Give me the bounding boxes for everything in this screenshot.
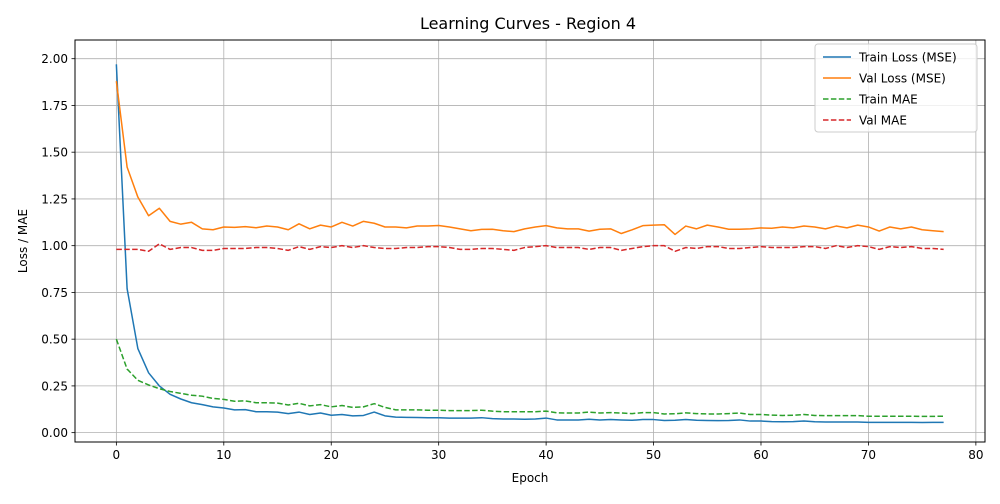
axis-ticks: 0 10 20 30 40 50 60 70 80 0.00 0.25 0.50 0.75 1.00 1.2… (41, 52, 983, 462)
legend-label: Val Loss (MSE) (859, 72, 946, 86)
x-tick-label: 40 (538, 448, 553, 462)
y-tick-label: 0.00 (41, 426, 68, 440)
legend: Train Loss (MSE) Val Loss (MSE) Train MAE V… (814, 43, 978, 133)
chart-title: Learning Curves - Region 4 (420, 14, 636, 33)
plot-frame (74, 39, 986, 443)
val-mae-line (116, 243, 944, 253)
val-loss-mse-line (115, 81, 944, 236)
y-tick-label: 0.75 (41, 286, 68, 300)
x-tick-label: 20 (324, 448, 339, 462)
x-tick-label: 50 (646, 448, 661, 462)
y-tick-label: 1.75 (41, 99, 68, 113)
x-tick-label: 70 (861, 448, 876, 462)
y-tick-label: 1.00 (41, 239, 68, 253)
y-tick-label: 1.50 (41, 146, 68, 160)
x-tick-label: 30 (431, 448, 446, 462)
x-tick-label: 80 (968, 448, 983, 462)
legend-label: Val MAE (859, 114, 907, 128)
x-tick-label: 60 (753, 448, 768, 462)
legend-label: Train MAE (858, 93, 918, 107)
x-tick-label: 10 (216, 448, 231, 462)
x-axis-label: Epoch (512, 471, 549, 485)
train-mae-line (115, 338, 944, 418)
x-tick-label: 0 (113, 448, 121, 462)
plot-lines (115, 64, 944, 424)
train-loss-mse-line (115, 64, 944, 424)
y-tick-label: 1.25 (41, 192, 68, 206)
legend-box (814, 43, 978, 133)
y-axis-label: Loss / MAE (16, 209, 30, 273)
y-tick-label: 0.25 (41, 379, 68, 393)
y-tick-label: 2.00 (41, 52, 68, 66)
y-tick-label: 0.50 (41, 333, 68, 347)
legend-label: Train Loss (MSE) (858, 51, 957, 65)
